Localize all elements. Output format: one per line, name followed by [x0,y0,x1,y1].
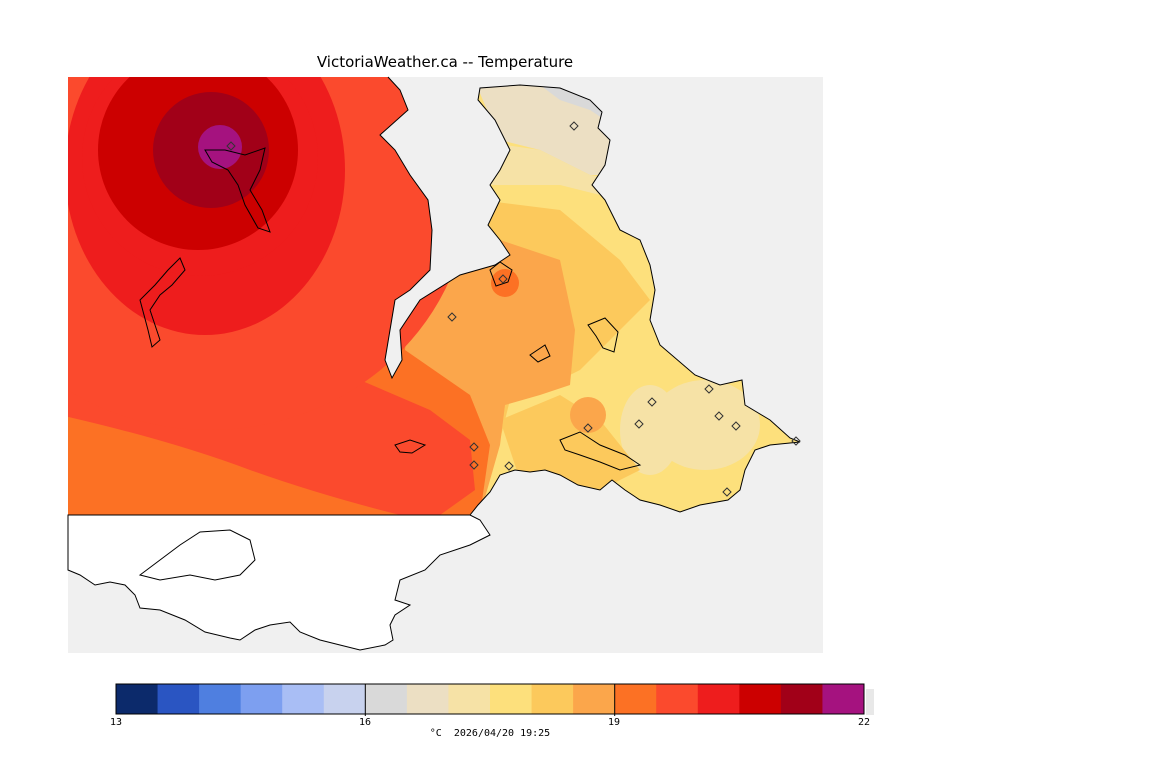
station-marker [447,312,457,322]
station-marker [469,442,479,452]
colorbar-swatch [448,684,491,714]
colorbar-frame [115,683,865,715]
colorbar-swatch [822,684,865,714]
units-timestamp-label: °C 2026/04/20 19:25 [429,728,551,739]
colorbar-swatch [406,684,449,714]
map-title: VictoriaWeather.ca -- Temperature [316,53,574,71]
colorbar-swatch [116,684,159,714]
station-marker [226,141,236,151]
station-marker [714,411,724,421]
station-marker [634,419,644,429]
station-marker [647,397,657,407]
colorbar-swatch [573,684,616,714]
colorbar-swatch [199,684,242,714]
colorbar-tick-label: 22 [857,717,871,728]
station-marker [504,461,514,471]
coastlines [139,76,801,516]
station-marker [791,436,801,446]
colorbar-swatch [365,684,408,714]
colorbar-swatch [490,684,533,714]
colorbar-tick-label: 13 [109,717,123,728]
colorbar-swatch [240,684,283,714]
colorbar-swatch [323,684,366,714]
colorbar-swatch [282,684,325,714]
colorbar-swatch [614,684,657,714]
station-marker [704,384,714,394]
station-marker [583,423,593,433]
colorbar-swatch [157,684,200,714]
station-marker [569,121,579,131]
colorbar-swatch [656,684,699,714]
colorbar-swatch [697,684,740,714]
southern-landmass [67,514,491,651]
southern-island [138,529,256,581]
colorbar-swatch [739,684,782,714]
colorbar-swatch [780,684,823,714]
station-markers [226,121,801,497]
station-marker [469,460,479,470]
station-marker [722,487,732,497]
colorbar-swatch [531,684,574,714]
station-marker [498,274,508,284]
temperature-field [68,77,800,515]
colorbar-shadow [866,689,874,715]
colorbar-tick-label: 16 [358,717,372,728]
station-marker [731,421,741,431]
colorbar-swatches [116,684,865,714]
colorbar-tick-label: 19 [607,717,621,728]
